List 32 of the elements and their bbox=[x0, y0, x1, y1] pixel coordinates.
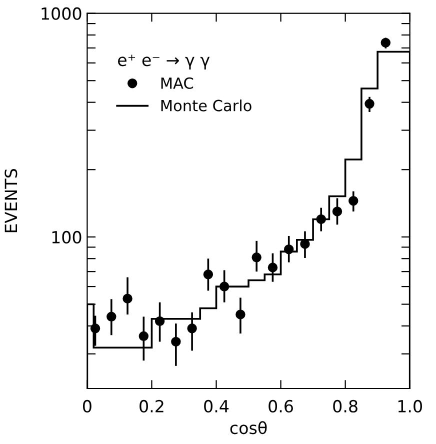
legend-label: Monte Carlo bbox=[161, 100, 252, 112]
x-tick-label: 0.4 bbox=[204, 400, 229, 413]
point bbox=[219, 282, 230, 292]
point bbox=[106, 312, 116, 322]
point bbox=[171, 336, 181, 347]
point bbox=[138, 331, 149, 342]
legend-title: e⁺ e⁻ → γ γ bbox=[118, 54, 210, 70]
x-tick-label: 0.2 bbox=[140, 400, 164, 413]
x-tick-label: 0.8 bbox=[333, 400, 358, 413]
x-tick-label: 0.6 bbox=[268, 400, 293, 413]
point bbox=[203, 270, 214, 280]
point bbox=[187, 324, 197, 334]
point bbox=[122, 294, 132, 304]
x-tick-label: 0 bbox=[82, 400, 92, 413]
point bbox=[284, 244, 294, 254]
point bbox=[300, 239, 310, 249]
x-axis-title: cosθ bbox=[230, 421, 267, 434]
y-axis-title: EVENTS bbox=[4, 168, 18, 232]
point bbox=[348, 196, 358, 206]
point bbox=[316, 214, 326, 224]
point bbox=[90, 324, 100, 334]
point bbox=[380, 38, 391, 48]
legend-label: MAC bbox=[161, 77, 194, 89]
y-tick-label: 1000 bbox=[42, 7, 82, 20]
point bbox=[364, 98, 374, 109]
point bbox=[268, 262, 278, 272]
point bbox=[236, 310, 246, 320]
y-tick-label: 100 bbox=[52, 230, 82, 244]
x-tick-label: 1.0 bbox=[398, 400, 422, 413]
point bbox=[252, 252, 262, 262]
point bbox=[154, 316, 165, 326]
point bbox=[332, 206, 342, 216]
